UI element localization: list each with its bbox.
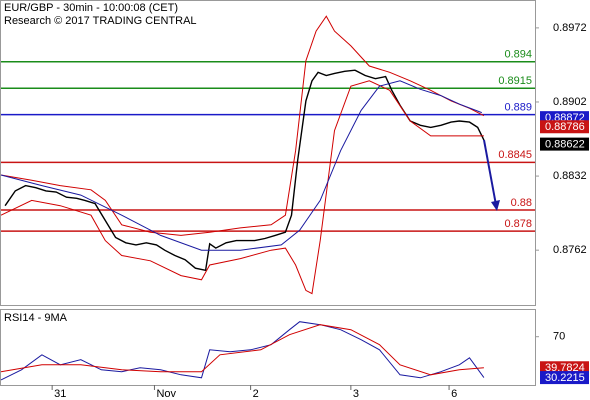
level-label: 0.88 <box>511 197 532 209</box>
x-tick-label: 6 <box>451 388 457 400</box>
rsi-title: RSI14 - 9MA <box>4 312 68 324</box>
series-line <box>0 80 484 295</box>
y-tick-label: 0.8832 <box>553 170 587 182</box>
price-tag-label: 0.88786 <box>545 121 585 133</box>
chart-title: EUR/GBP - 30min - 10:00:08 (CET) <box>4 2 178 14</box>
x-tick-label: 31 <box>54 388 66 400</box>
y-tick-label: 70 <box>553 331 565 343</box>
y-tick-label: 0.8762 <box>553 244 587 256</box>
forecast-arrow <box>483 139 497 206</box>
plot-layer: 0.89720.89020.88320.87620.8940.89150.889… <box>0 15 589 400</box>
price-tag-label: 30.2215 <box>545 372 585 384</box>
chart-subtitle: Research © 2017 TRADING CENTRAL <box>4 15 197 27</box>
rsi-frame <box>0 309 536 386</box>
price-tag <box>540 120 589 134</box>
y-tick-label: 0.8972 <box>553 22 587 34</box>
series-line <box>0 324 484 376</box>
y-tick-label: 0.8902 <box>553 96 587 108</box>
x-tick-label: Nov <box>156 388 176 400</box>
level-label: 0.878 <box>504 218 532 230</box>
series-line <box>0 80 482 251</box>
level-label: 0.8845 <box>498 149 532 161</box>
price-tag <box>540 371 589 385</box>
level-label: 0.894 <box>504 49 532 61</box>
price-tag <box>540 137 589 151</box>
x-tick-label: 2 <box>253 388 259 400</box>
level-label: 0.889 <box>504 102 532 114</box>
series-line <box>0 15 485 236</box>
series-line <box>0 321 485 381</box>
series-line <box>4 69 485 272</box>
forecast-arrow-head <box>491 200 500 211</box>
price-tag-label: 0.88622 <box>545 139 585 151</box>
level-label: 0.8915 <box>498 75 532 87</box>
main-frame <box>0 0 536 306</box>
x-tick-label: 3 <box>353 388 359 400</box>
price-tag <box>540 361 589 375</box>
